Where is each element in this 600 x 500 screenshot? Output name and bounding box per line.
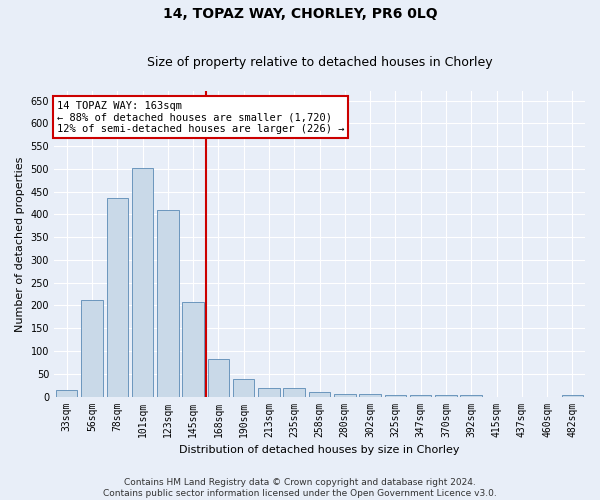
Bar — [107, 198, 128, 396]
Bar — [562, 394, 583, 396]
Bar — [283, 388, 305, 396]
X-axis label: Distribution of detached houses by size in Chorley: Distribution of detached houses by size … — [179, 445, 460, 455]
Y-axis label: Number of detached properties: Number of detached properties — [15, 156, 25, 332]
Bar — [233, 380, 254, 396]
Bar — [334, 394, 356, 396]
Bar — [309, 392, 330, 396]
Bar — [132, 168, 153, 396]
Bar — [385, 395, 406, 396]
Title: Size of property relative to detached houses in Chorley: Size of property relative to detached ho… — [147, 56, 493, 70]
Bar — [258, 388, 280, 396]
Bar — [56, 390, 77, 396]
Text: 14 TOPAZ WAY: 163sqm
← 88% of detached houses are smaller (1,720)
12% of semi-de: 14 TOPAZ WAY: 163sqm ← 88% of detached h… — [56, 100, 344, 134]
Text: 14, TOPAZ WAY, CHORLEY, PR6 0LQ: 14, TOPAZ WAY, CHORLEY, PR6 0LQ — [163, 8, 437, 22]
Bar — [410, 395, 431, 396]
Bar — [81, 300, 103, 396]
Bar — [359, 394, 381, 396]
Bar — [157, 210, 179, 396]
Bar — [460, 395, 482, 396]
Bar — [208, 359, 229, 397]
Text: Contains HM Land Registry data © Crown copyright and database right 2024.
Contai: Contains HM Land Registry data © Crown c… — [103, 478, 497, 498]
Bar — [182, 302, 204, 396]
Bar — [435, 395, 457, 396]
